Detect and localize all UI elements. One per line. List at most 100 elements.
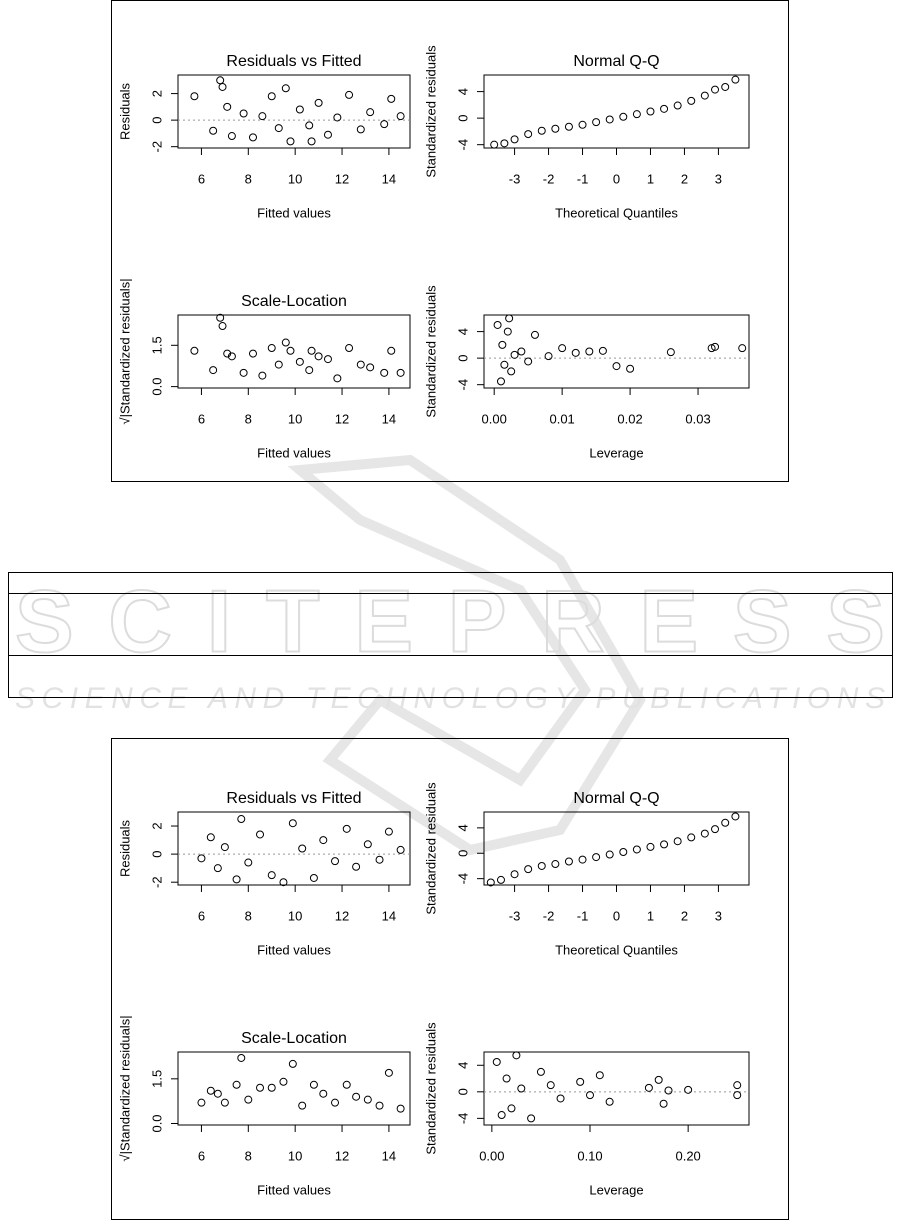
x-tick-label: 0.02 (617, 411, 642, 426)
plot-panel: Normal Q-Q Theoretical Quantiles Standardi… (423, 45, 750, 220)
x-tick-label: 8 (245, 171, 252, 186)
point (673, 101, 682, 110)
point (544, 352, 553, 361)
plot-panel: Leverage Standardized residuals 0.00 0.10 0.… (423, 1022, 750, 1197)
point (731, 812, 740, 821)
point (564, 857, 573, 866)
point (497, 1111, 506, 1120)
y-tick-label: 0.0 (149, 1114, 164, 1132)
y-tick-label: 0 (455, 355, 470, 362)
point (223, 349, 232, 358)
point (248, 349, 257, 358)
point (721, 82, 730, 91)
x-tick-label: 12 (335, 1148, 349, 1163)
point (387, 94, 396, 103)
x-tick-label: 0.00 (479, 1148, 504, 1163)
point (256, 1083, 265, 1092)
plot-panel: Residuals vs Fitted Fitted values Residual… (117, 53, 411, 220)
point (396, 845, 405, 854)
point (496, 875, 505, 884)
point (366, 108, 375, 117)
plot-panel: Residuals vs Fitted Fitted values Residual… (117, 790, 411, 957)
x-tick-label: 0 (613, 171, 620, 186)
point (232, 875, 241, 884)
point (632, 110, 641, 119)
x-tick-label: 6 (198, 908, 205, 923)
point (380, 368, 389, 377)
point (576, 1077, 585, 1086)
x-tick-label: 12 (335, 908, 349, 923)
point (307, 346, 316, 355)
x-tick-label: 1 (647, 171, 654, 186)
x-tick-label: -1 (577, 171, 589, 186)
x-axis-label: Leverage (589, 445, 643, 460)
point (711, 85, 720, 94)
x-tick-label: 10 (288, 1148, 302, 1163)
point (711, 825, 720, 834)
point (209, 126, 218, 135)
point (227, 352, 236, 361)
point (585, 347, 594, 356)
x-tick-label: 6 (198, 1148, 205, 1163)
x-tick-label: 0.20 (675, 1148, 700, 1163)
plot-frame (483, 74, 750, 149)
point (319, 836, 328, 845)
point (524, 357, 533, 366)
plot-panel: Scale-Location Fitted values √|Standardize… (117, 1015, 411, 1197)
point (384, 1068, 393, 1077)
point (626, 364, 635, 373)
plot-frame (177, 314, 411, 389)
point (733, 1081, 742, 1090)
point (267, 92, 276, 101)
x-tick-label: 1 (647, 908, 654, 923)
point (384, 827, 393, 836)
y-tick-label: -4 (455, 873, 470, 885)
point (314, 98, 323, 107)
point (213, 1089, 222, 1098)
watermark-title: SCITEPRESS (15, 571, 885, 670)
point (512, 1051, 521, 1060)
point (286, 137, 295, 146)
point (517, 1084, 526, 1093)
x-tick-label: 8 (245, 1148, 252, 1163)
plot-frame (177, 811, 411, 886)
point (295, 357, 304, 366)
point (507, 1104, 516, 1113)
point (595, 1071, 604, 1080)
point (654, 1075, 663, 1084)
watermark: SCITEPRESS SCIENCE AND TECHNOLOGY PUBLIC… (14, 454, 886, 856)
point (605, 850, 614, 859)
point (363, 840, 372, 849)
point (323, 355, 332, 364)
x-tick-label: 0.00 (482, 411, 507, 426)
plot-frame (177, 1051, 411, 1126)
x-tick-label: 3 (715, 171, 722, 186)
x-axis-label: Fitted values (257, 1182, 331, 1197)
x-axis-label: Fitted values (257, 942, 331, 957)
point (659, 1099, 668, 1108)
x-tick-label: 12 (335, 171, 349, 186)
x-tick-label: 10 (288, 908, 302, 923)
x-axis-label: Fitted values (257, 205, 331, 220)
y-tick-label: 0.0 (149, 378, 164, 396)
point (305, 121, 314, 130)
point (510, 350, 519, 359)
plot-frame (177, 74, 411, 149)
point (197, 854, 206, 863)
y-axis-label: Standardized residuals (423, 45, 438, 178)
plot-panel: Leverage Standardized residuals 0.00 0.01 0.… (423, 285, 750, 460)
point (738, 344, 747, 353)
x-tick-label: -2 (543, 171, 555, 186)
point (267, 871, 276, 880)
point (356, 360, 365, 369)
point (546, 1081, 555, 1090)
plot-title: Residuals vs Fitted (226, 790, 361, 807)
point (517, 347, 526, 356)
point (375, 855, 384, 864)
y-axis-label: Residuals (117, 819, 132, 877)
point (286, 346, 295, 355)
y-tick-label: -4 (455, 1113, 470, 1125)
point (256, 830, 265, 839)
x-axis-label: Fitted values (257, 445, 331, 460)
x-tick-label: 0.03 (685, 411, 710, 426)
